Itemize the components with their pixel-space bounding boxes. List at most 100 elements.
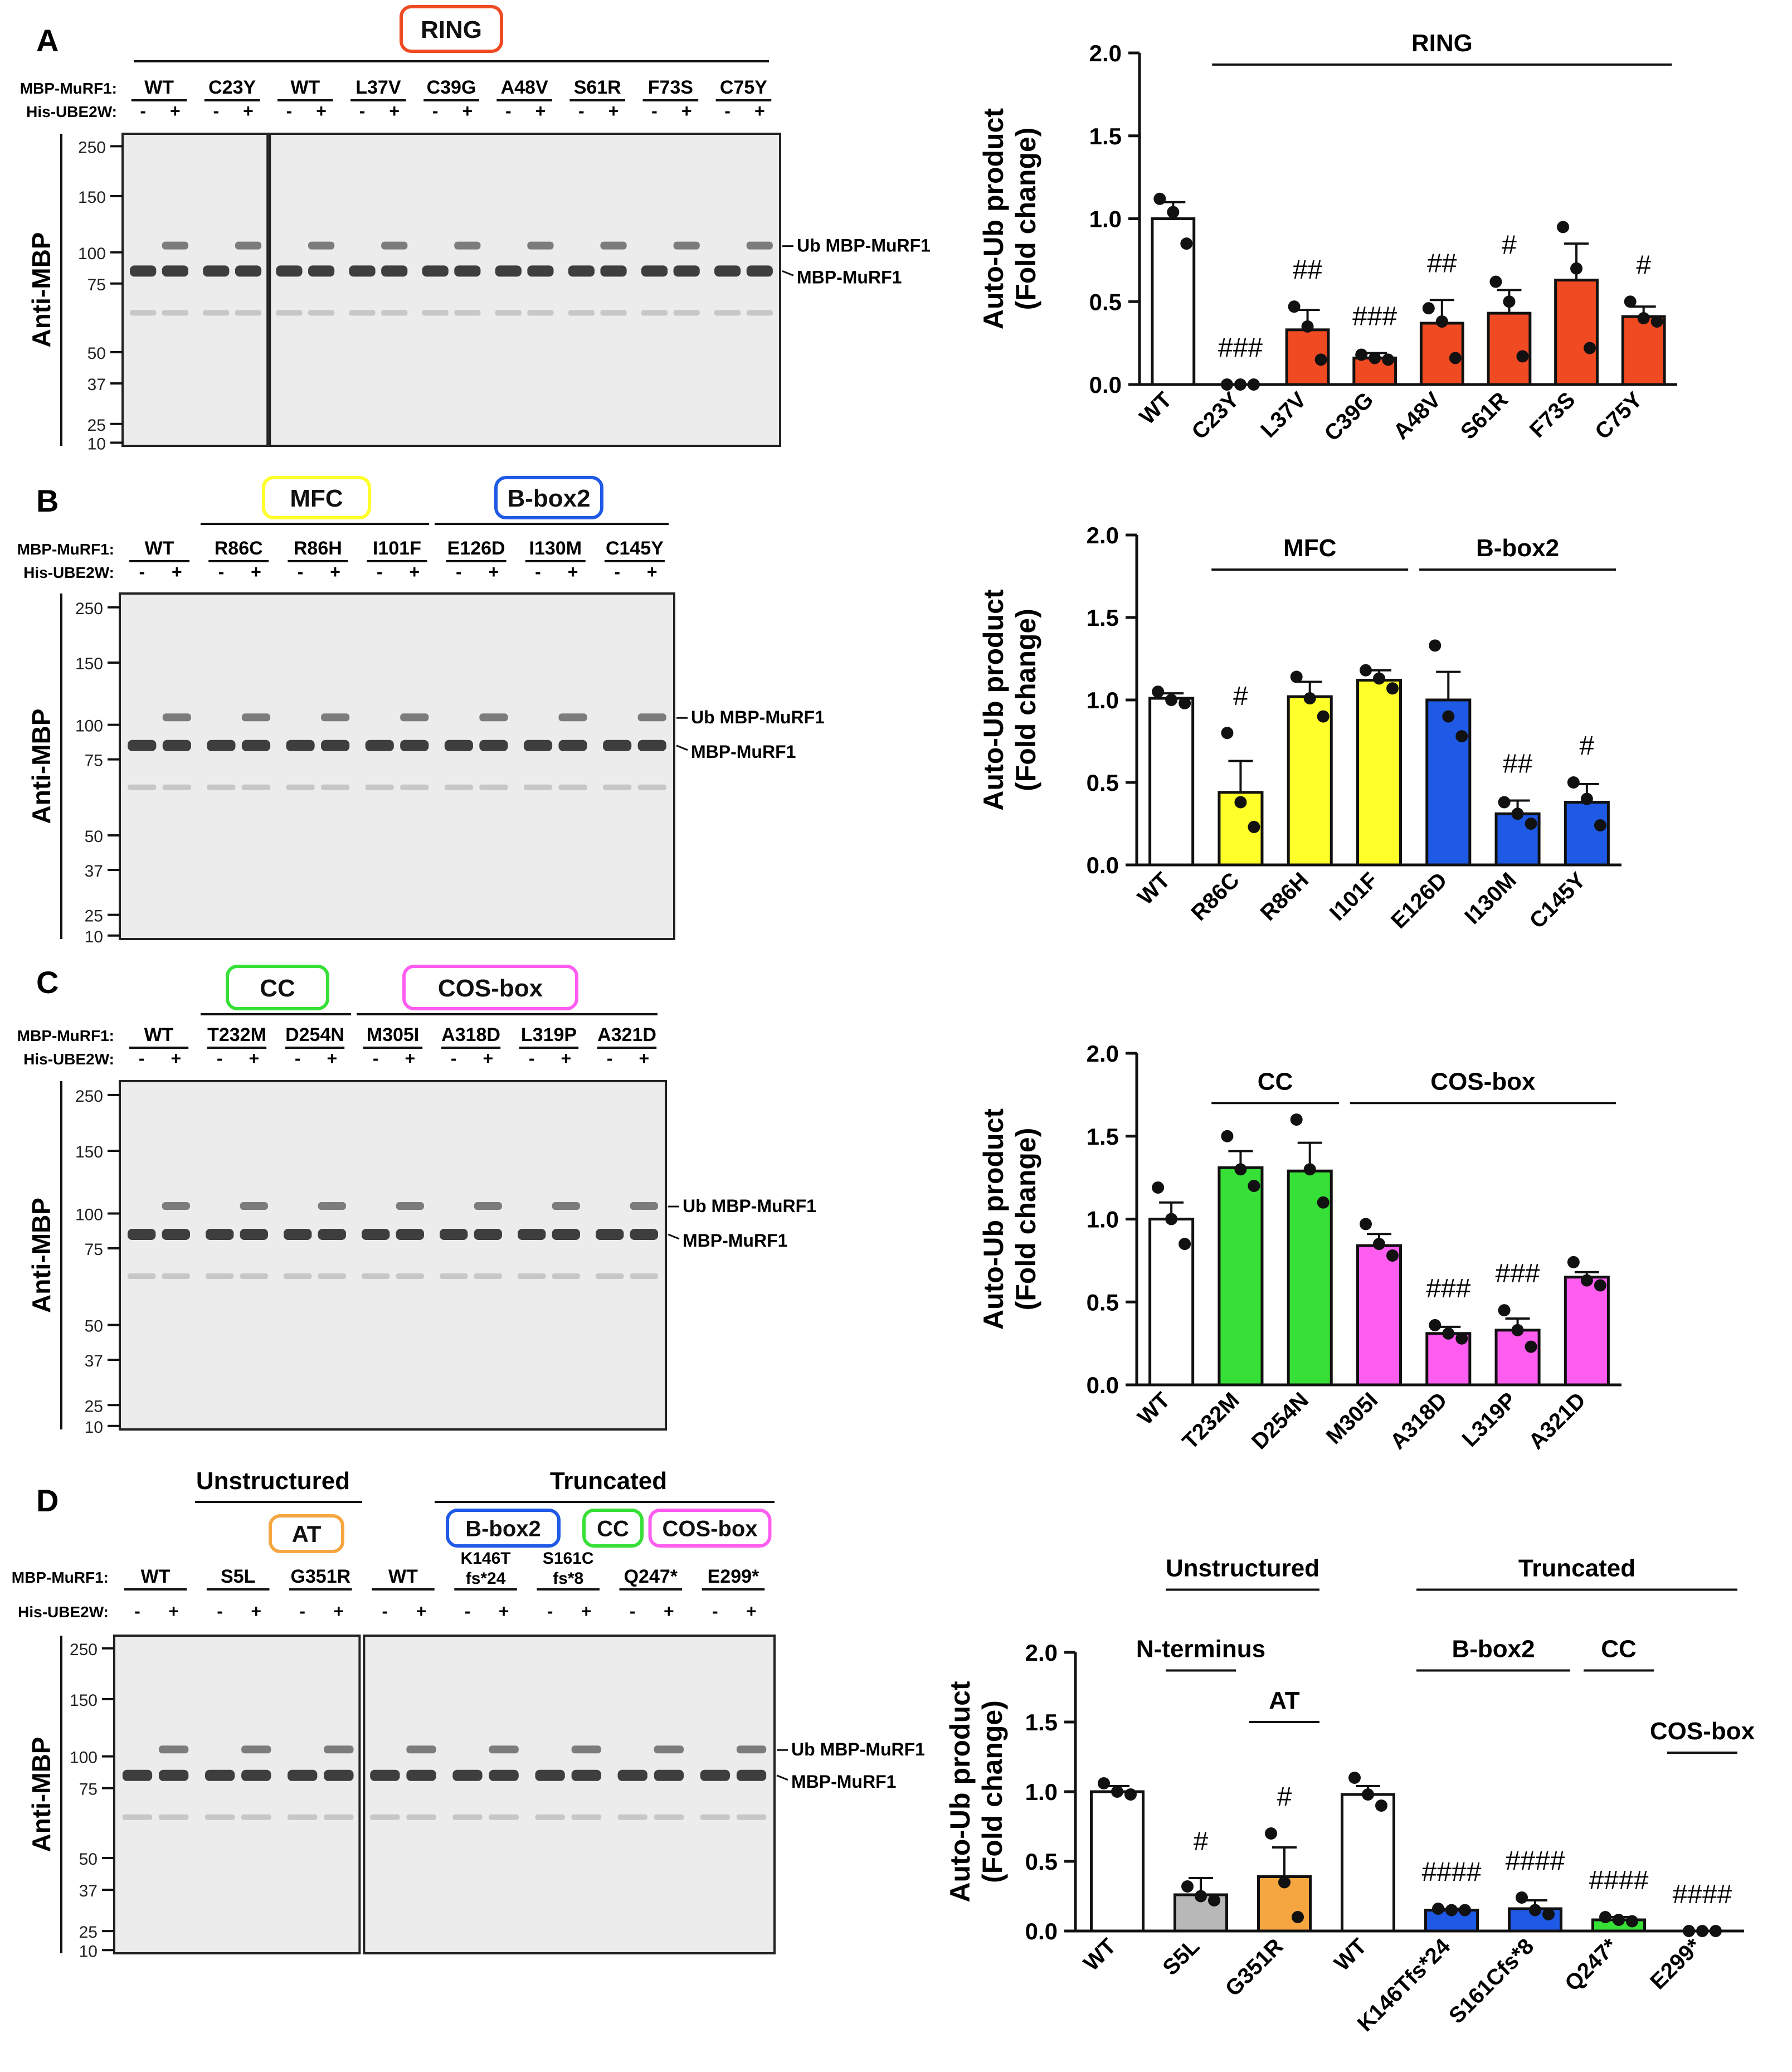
lane-label: R86C [215,538,263,559]
bar-chart-d: 0.0 0.5 1.0 1.5 2.0 Auto-Ub product (Fold chan… [944,1555,1755,2036]
data-point [1489,275,1502,288]
band-faint [518,1273,546,1279]
significance-mark: # [1277,1782,1292,1812]
band-mbp [370,1769,400,1781]
ub-band-label: Ub MBP-MuRF1 [797,236,931,256]
lane-label: S5L [221,1566,255,1587]
x-tick-label: WT [1330,1934,1371,1976]
band-mbp [571,1769,601,1781]
e2-row-label: His-UBE2W: [26,103,117,120]
band-ub [324,1745,354,1754]
significance-mark: ### [1426,1274,1470,1303]
domain-box-c-0-frame [226,965,329,1010]
data-point [1373,672,1385,685]
e2-minus: - [505,101,512,121]
data-point [1153,192,1166,205]
bar [1090,1790,1145,1933]
panel-letter-d: D [36,1483,59,1518]
mw-marker: 75 [85,1241,103,1259]
y-tick-label: 0.0 [1089,372,1122,398]
bar [1287,695,1333,867]
band-faint [204,1814,235,1820]
data-point [1290,670,1303,683]
band-mbp [321,740,350,751]
band-mbp [603,740,632,751]
lane-label: WT [144,77,174,98]
band-ub [406,1745,436,1754]
data-point [1435,315,1448,328]
band-mbp [568,265,595,277]
domain-box-d-at-frame [269,1514,344,1553]
band-faint [284,1273,312,1279]
domain-box-b-1: B-box2 [494,476,603,519]
domain-box-c-0-label: CC [260,975,295,1002]
data-point [1570,262,1583,275]
e2-minus: - [359,101,366,121]
y-tick-label: 0.5 [1089,289,1122,315]
bar [1356,678,1403,867]
band-faint [527,310,554,316]
x-tick-label: C39G [1320,387,1379,446]
y-tick-label: 2.0 [1025,1640,1058,1666]
band-faint [654,1814,684,1820]
significance-mark: # [1580,731,1595,761]
band-faint [444,784,473,790]
x-tick-label: E299* [1645,1934,1706,1994]
x-tick-label: C75Y [1590,387,1647,444]
band-mbp [130,265,157,277]
panel-letter-b: B [36,483,59,518]
data-point [1529,1904,1541,1917]
data-point [1442,710,1455,723]
e2-plus: + [754,101,765,121]
bracket-label: COS-box [1650,1718,1755,1745]
domain-box-d-cos-frame [648,1509,772,1548]
domain-box-d-cos-label: COS-box [662,1516,757,1541]
data-point [1234,796,1247,809]
lane-label: WT [141,1566,171,1587]
band-ub [400,713,429,722]
data-point [1314,353,1327,366]
e2-plus: + [568,562,578,582]
data-point [1626,1915,1638,1928]
data-point [1152,685,1165,698]
band-faint [495,310,522,316]
e2-plus: + [746,1601,757,1621]
mw-marker: 75 [87,276,106,294]
band-faint [558,784,587,790]
band-faint [276,310,303,316]
domain-box-b-1-label: B-box2 [507,485,590,512]
band-ub [321,713,350,722]
data-point [1696,1925,1708,1937]
band-mbp [654,1769,684,1781]
data-point [1613,1914,1625,1926]
band-mbp [349,265,376,277]
e2-minus: - [614,562,620,582]
data-point [1650,315,1663,328]
data-point [1525,1340,1537,1353]
mw-marker: 50 [85,828,103,846]
band-mbp [422,265,449,277]
lane-label: G351R [290,1566,350,1587]
band-pointer [676,745,688,751]
y-axis-label-line2: (Fold change) [1010,609,1041,791]
x-tick-label: L319P [1457,1388,1521,1451]
band-mbp [324,1769,354,1781]
x-tick-label: R86C [1186,868,1244,925]
band-mbp [162,1229,190,1240]
mw-marker: 250 [75,1087,103,1106]
mw-marker: 150 [75,655,103,673]
lane-label: Q247* [624,1566,678,1587]
band-faint [162,784,191,790]
e2-minus: - [295,1048,301,1068]
data-point [1375,1799,1387,1812]
e2-plus: + [171,1048,181,1068]
e2-plus: + [462,101,473,121]
band-faint [362,1273,390,1279]
data-point [1195,1890,1207,1903]
data-point [1181,1880,1194,1893]
x-tick-label: C23Y [1187,387,1244,444]
data-point [1360,1218,1372,1230]
e2-plus: + [409,562,420,582]
band-mbp [523,740,553,751]
